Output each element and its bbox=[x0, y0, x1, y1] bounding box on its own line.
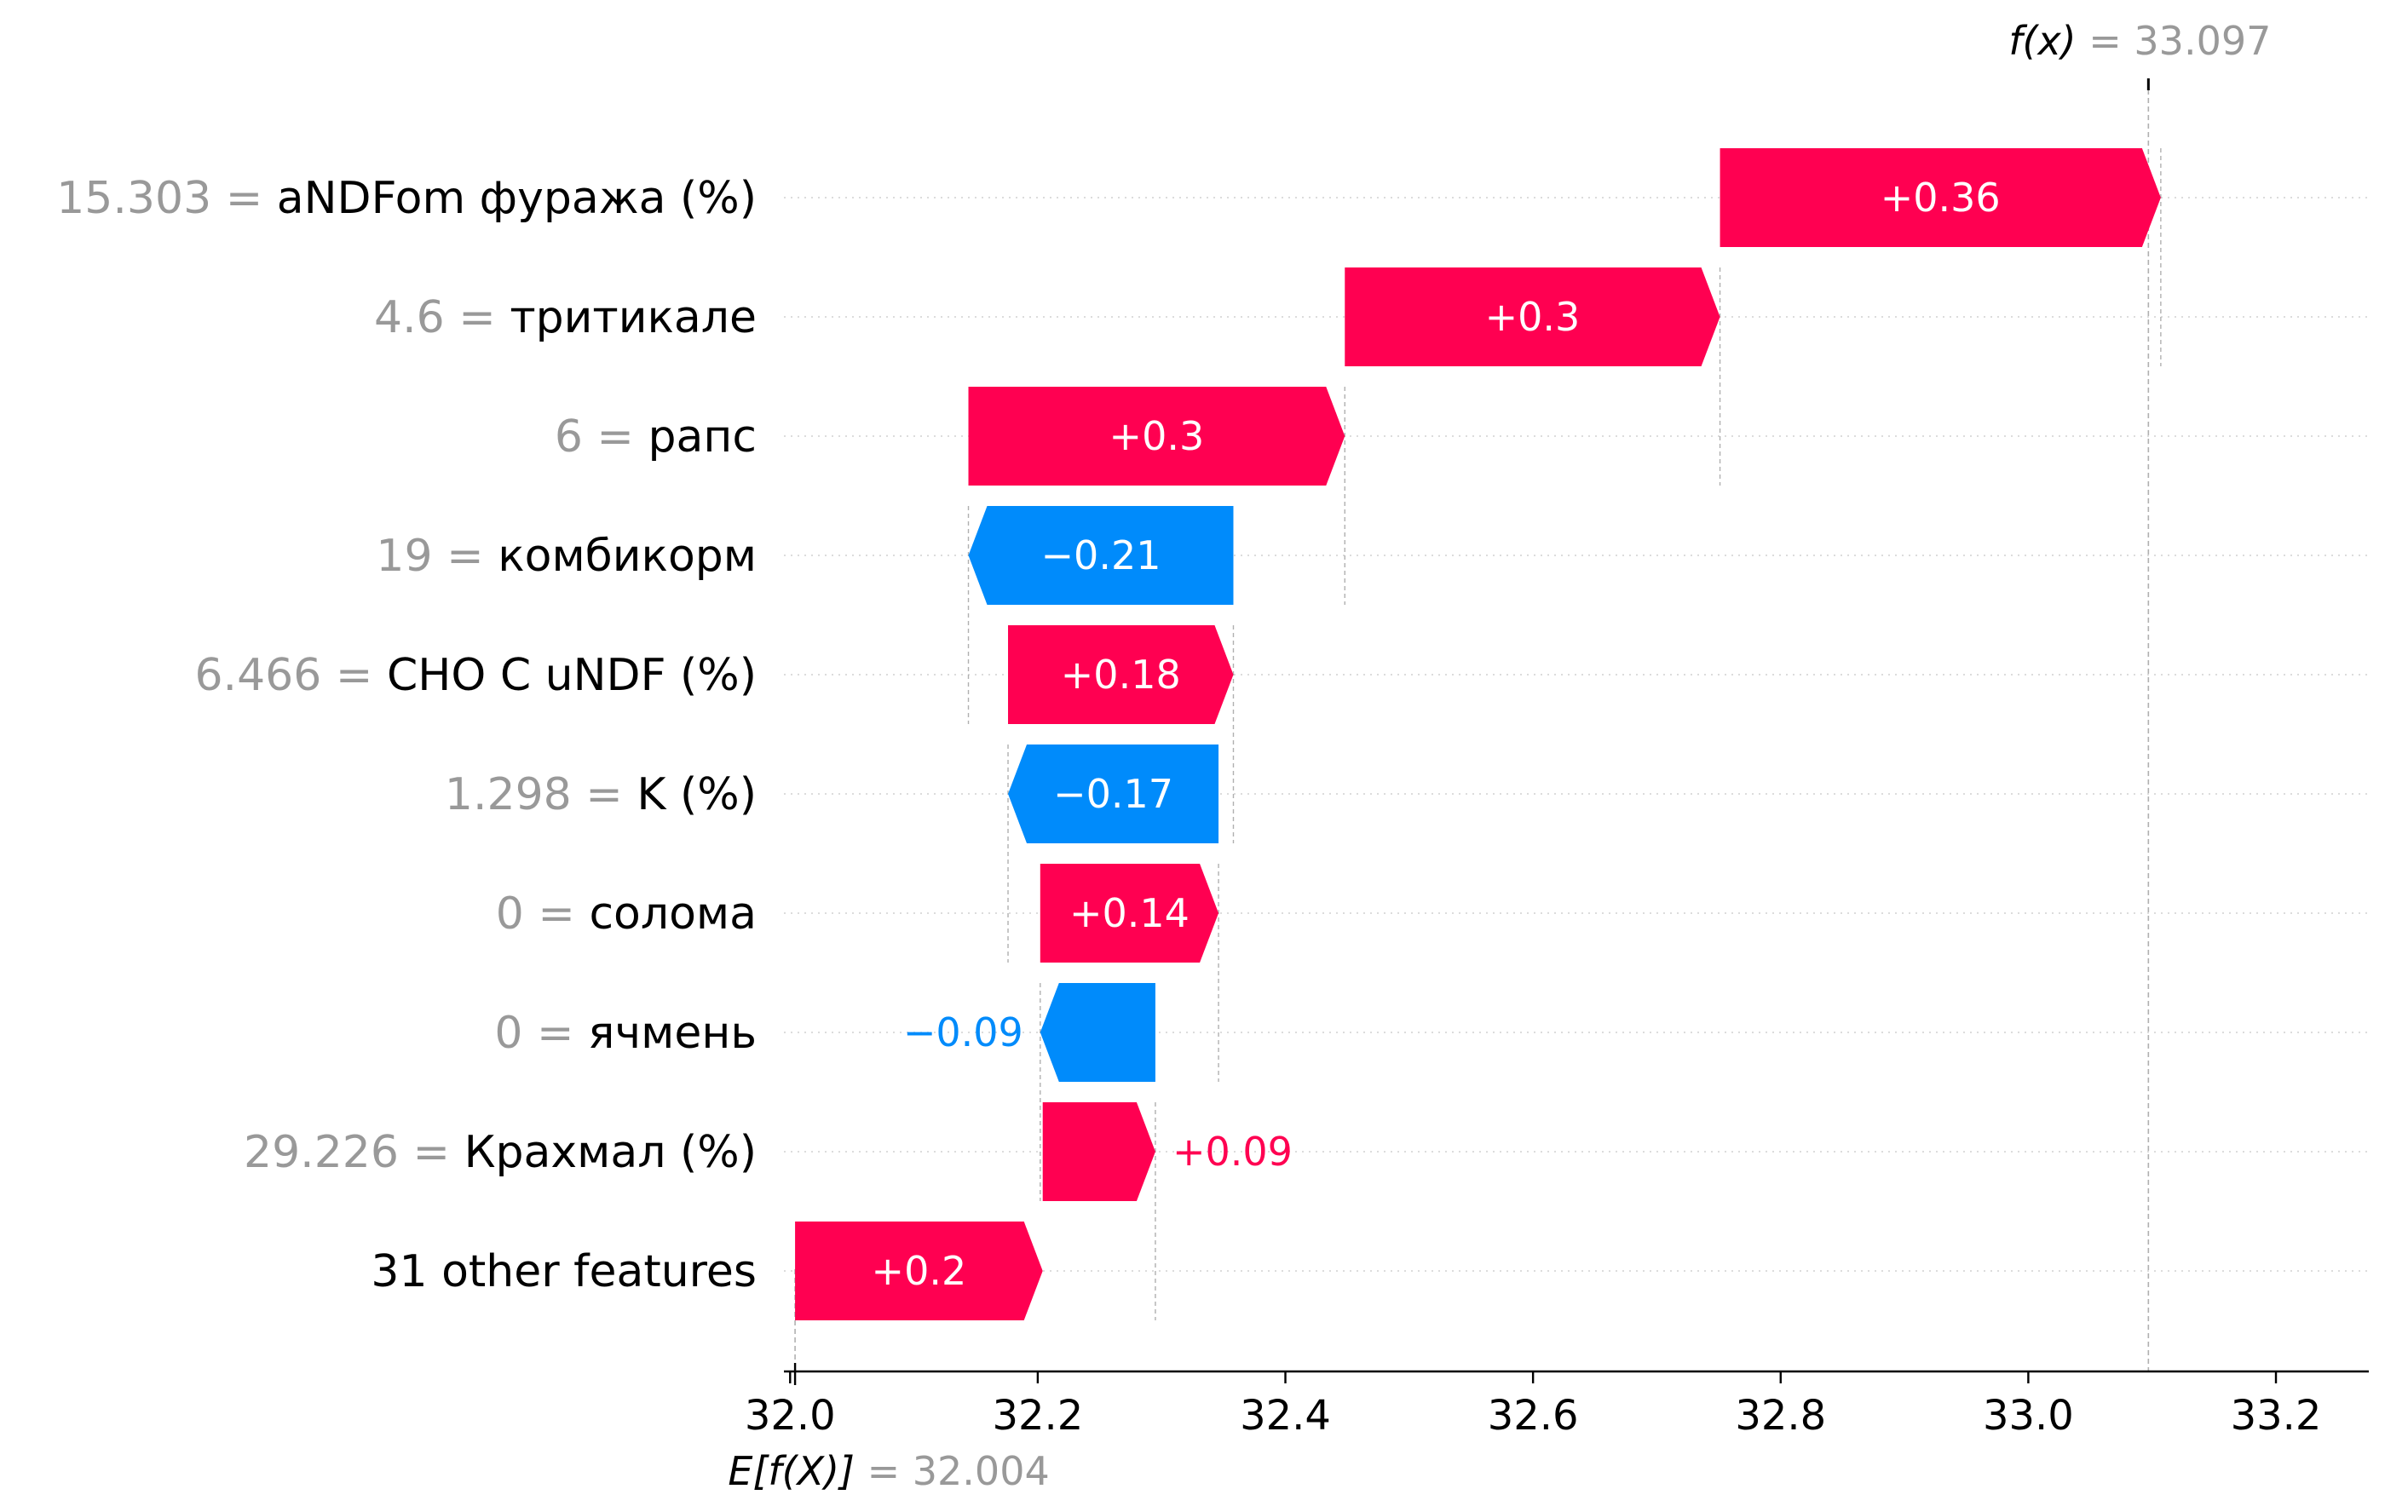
output-value: = 33.097 bbox=[2088, 18, 2271, 64]
feature-name: солома bbox=[589, 888, 757, 940]
feature-name: рапс bbox=[648, 411, 757, 463]
bar bbox=[1042, 1102, 1155, 1201]
feature-value: 0 = bbox=[494, 1008, 588, 1059]
feature-name: K (%) bbox=[637, 769, 757, 820]
connector-lines bbox=[794, 81, 2162, 1371]
feature-name: aNDFom фуража (%) bbox=[277, 173, 757, 224]
output-label: f(x) bbox=[2008, 18, 2088, 64]
x-tick-label: 33.2 bbox=[2231, 1392, 2322, 1440]
bar-value-label: −0.17 bbox=[1053, 771, 1173, 817]
bar-value-label: +0.2 bbox=[872, 1248, 967, 1294]
feature-value: 1.298 = bbox=[445, 769, 637, 820]
bar-value-label: +0.14 bbox=[1069, 890, 1190, 936]
x-tick-label: 32.4 bbox=[1240, 1392, 1331, 1440]
base-value-annotation: E[f(X)] = 32.004 bbox=[728, 1448, 1049, 1494]
bar bbox=[1040, 983, 1155, 1082]
bar bbox=[968, 506, 1234, 605]
output-value-annotation: f(x) = 33.097 bbox=[2008, 18, 2271, 64]
feature-value: 6.466 = bbox=[194, 650, 387, 701]
base-value: = 32.004 bbox=[867, 1448, 1050, 1494]
bar bbox=[1008, 745, 1219, 843]
feature-value: 29.226 = bbox=[244, 1127, 464, 1178]
bar bbox=[1008, 625, 1234, 724]
bar-value-label: +0.09 bbox=[1172, 1129, 1293, 1175]
bar-value-label: +0.36 bbox=[1881, 175, 2001, 221]
feature-name: CHO C uNDF (%) bbox=[387, 650, 757, 701]
feature-label: 6 = рапс bbox=[555, 411, 757, 463]
bar-value-label: +0.18 bbox=[1061, 652, 1181, 698]
feature-name: ячмень bbox=[588, 1008, 757, 1059]
bar bbox=[1040, 864, 1219, 963]
feature-value: 6 = bbox=[555, 411, 648, 463]
bar bbox=[795, 1222, 1043, 1320]
feature-label: 29.226 = Крахмал (%) bbox=[244, 1127, 757, 1178]
feature-name: тритикале bbox=[510, 292, 757, 343]
feature-value: 15.303 = bbox=[56, 173, 277, 224]
feature-value: 19 = bbox=[376, 531, 498, 582]
bar-value-label: −0.21 bbox=[1041, 532, 1161, 578]
base-label: E[f(X)] bbox=[728, 1448, 867, 1494]
annotations: f(x) = 33.097 E[f(X)] = 32.004 bbox=[728, 18, 2271, 1494]
x-tick-label: 32.0 bbox=[745, 1392, 836, 1440]
feature-label: 31 other features bbox=[371, 1246, 757, 1297]
bar-value-label: −0.09 bbox=[903, 1009, 1023, 1055]
feature-label: 15.303 = aNDFom фуража (%) bbox=[56, 173, 757, 224]
feature-value: 4.6 = bbox=[374, 292, 510, 343]
bar bbox=[1345, 267, 1720, 366]
feature-name: комбикорм bbox=[498, 531, 757, 582]
x-tick-label: 32.2 bbox=[992, 1392, 1083, 1440]
x-tick-label: 32.8 bbox=[1735, 1392, 1826, 1440]
bar bbox=[968, 387, 1345, 486]
feature-label: 0 = ячмень bbox=[494, 1008, 757, 1059]
bar bbox=[1720, 148, 2161, 247]
feature-labels: 15.303 = aNDFom фуража (%) 4.6 = тритикал… bbox=[56, 173, 757, 1297]
feature-label: 0 = солома bbox=[496, 888, 757, 940]
feature-name: 31 other features bbox=[371, 1246, 757, 1297]
bar-value-label: +0.3 bbox=[1109, 413, 1205, 459]
feature-value: 0 = bbox=[496, 888, 590, 940]
bar-value-label: +0.3 bbox=[1485, 294, 1581, 340]
feature-name: Крахмал (%) bbox=[464, 1127, 757, 1178]
feature-label: 4.6 = тритикале bbox=[374, 292, 757, 343]
feature-label: 1.298 = K (%) bbox=[445, 769, 757, 820]
feature-label: 6.466 = CHO C uNDF (%) bbox=[194, 650, 757, 701]
x-axis: 32.0 32.2 32.4 32.6 32.8 33.0 33.2 bbox=[745, 1370, 2369, 1440]
x-tick-label: 33.0 bbox=[1983, 1392, 2074, 1440]
feature-label: 19 = комбикорм bbox=[376, 531, 757, 582]
bars: +0.36 +0.3 +0.3 −0.21 +0.18 −0.17 +0.14 −0.09 +0… bbox=[795, 148, 2161, 1320]
x-tick-label: 32.6 bbox=[1488, 1392, 1579, 1440]
